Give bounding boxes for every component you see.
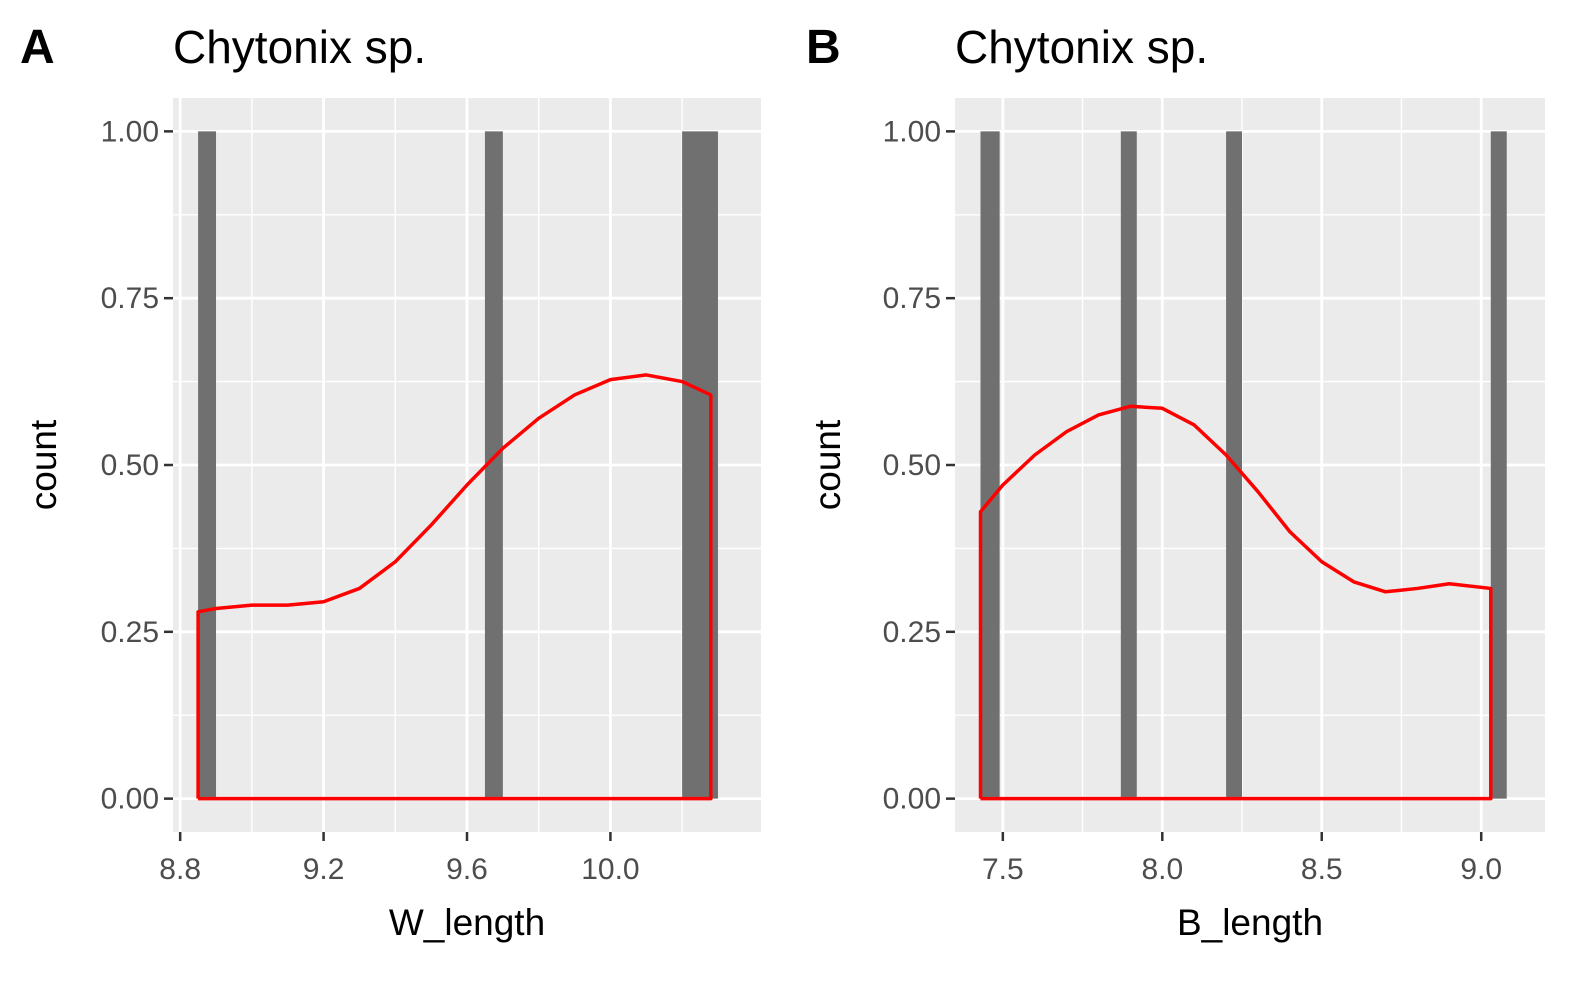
panel-b-x-axis: 7.5 8.0 8.5 9.0: [982, 832, 1502, 886]
y-tick-label: 0.25: [883, 616, 941, 649]
panel-a-title: Chytonix sp.: [173, 21, 426, 73]
panel-b-density-curve: [978, 404, 1493, 801]
x-tick-label: 8.0: [1141, 853, 1183, 886]
x-tick-label: 8.5: [1301, 853, 1343, 886]
panel-a-x-label: W_length: [389, 902, 545, 943]
panel-a-y-axis: 0.00 0.25 0.50 0.75 1.00: [101, 115, 173, 816]
x-tick-label: 9.6: [446, 853, 488, 886]
panel-a-x-axis: 8.8 9.2 9.6 10.0: [159, 832, 640, 886]
histogram-bar: [1120, 131, 1137, 799]
x-tick-label: 9.2: [303, 853, 345, 886]
panel-a: A Chytonix sp. 0.00 0.25 0.50 0.75 1.00 8.8 9…: [20, 21, 761, 943]
histogram-bar: [198, 131, 217, 799]
panel-b-y-label: count: [807, 419, 848, 510]
x-tick-label: 10.0: [581, 853, 639, 886]
y-tick-label: 0.00: [883, 783, 941, 816]
panel-b-title: Chytonix sp.: [955, 21, 1208, 73]
histogram-bar: [1490, 131, 1507, 799]
histogram-bar: [980, 131, 1000, 799]
panel-b-tag: B: [806, 21, 841, 74]
x-tick-label: 7.5: [982, 853, 1024, 886]
panel-a-tag: A: [20, 21, 55, 74]
y-tick-label: 0.25: [101, 616, 159, 649]
x-tick-label: 9.0: [1460, 853, 1502, 886]
y-tick-label: 0.50: [883, 449, 941, 482]
y-tick-label: 0.50: [101, 449, 159, 482]
panel-b-x-label: B_length: [1177, 902, 1323, 943]
panel-a-major-grid: [173, 98, 761, 832]
y-tick-label: 0.75: [883, 282, 941, 315]
panel-a-y-label: count: [23, 419, 64, 510]
panel-b: B Chytonix sp. 0.00 0.25 0.50 0.75 1.00 7.5 8…: [806, 21, 1545, 943]
y-tick-label: 1.00: [101, 115, 159, 148]
histogram-bar: [682, 131, 718, 799]
panel-a-density-curve: [196, 373, 713, 801]
x-tick-label: 8.8: [159, 853, 201, 886]
panel-b-y-axis: 0.00 0.25 0.50 0.75 1.00: [883, 115, 955, 816]
y-tick-label: 1.00: [883, 115, 941, 148]
y-tick-label: 0.00: [101, 783, 159, 816]
y-tick-label: 0.75: [101, 282, 159, 315]
histogram-bar: [484, 131, 503, 799]
panel-b-bars: [980, 131, 1507, 799]
